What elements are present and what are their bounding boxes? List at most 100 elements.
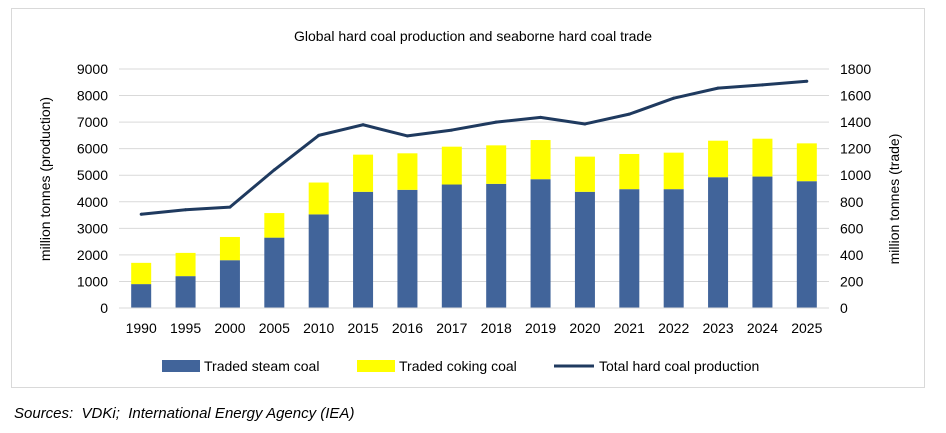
x-tick-label: 2018 xyxy=(481,320,512,336)
bar-coking-coal xyxy=(219,236,240,261)
bar-coking-coal xyxy=(441,146,462,185)
bar-steam-coal xyxy=(219,260,240,308)
line-point xyxy=(805,79,809,83)
legend-swatch-steam xyxy=(162,360,200,372)
chart-frame: Global hard coal production and seaborne… xyxy=(11,8,925,388)
source-note: Sources: VDKi; International Energy Agen… xyxy=(14,405,355,422)
legend-swatch-coking xyxy=(357,360,395,372)
bar-steam-coal xyxy=(619,189,640,308)
x-tick-label: 2015 xyxy=(347,320,378,336)
production-line xyxy=(139,79,809,216)
bar-steam-coal xyxy=(441,184,462,308)
line-point xyxy=(184,208,188,212)
line-point xyxy=(450,128,454,132)
line-point xyxy=(583,122,587,126)
chart-title: Global hard coal production and seaborne… xyxy=(294,28,652,44)
bar-steam-coal xyxy=(131,284,152,308)
line-point xyxy=(716,86,720,90)
bar-coking-coal xyxy=(574,156,595,192)
x-tick-label: 2025 xyxy=(791,320,822,336)
line-point xyxy=(139,212,143,216)
line-point xyxy=(405,134,409,138)
y-axis-label-right: million tonnes (trade) xyxy=(886,134,902,265)
bar-steam-coal xyxy=(708,177,729,308)
bar-steam-coal xyxy=(175,276,196,308)
y-tick-label-right: 1200 xyxy=(840,141,871,157)
x-tick-label: 2019 xyxy=(525,320,556,336)
bar-coking-coal xyxy=(752,138,773,177)
bar-coking-coal xyxy=(796,143,817,182)
x-tick-label: 2020 xyxy=(569,320,600,336)
line-point xyxy=(627,112,631,116)
bar-coking-coal xyxy=(308,182,329,215)
bar-coking-coal xyxy=(619,153,640,190)
x-tick-label: 2010 xyxy=(303,320,334,336)
x-tick-label: 2005 xyxy=(259,320,290,336)
y-tick-label-right: 0 xyxy=(840,300,848,316)
line-point xyxy=(539,115,543,119)
bar-coking-coal xyxy=(131,262,152,285)
x-tick-label: 2000 xyxy=(214,320,245,336)
bar-coking-coal xyxy=(486,145,507,184)
line-point xyxy=(361,123,365,127)
y-tick-label-left: 2000 xyxy=(77,247,108,263)
x-tick-label: 1995 xyxy=(170,320,201,336)
y-tick-label-right: 800 xyxy=(840,194,864,210)
line-point xyxy=(672,96,676,100)
axes: 0 1000 2000 3000 4000 5000 6000 7000 8000 9000 0 20… xyxy=(77,61,872,336)
x-tick-label: 2016 xyxy=(392,320,423,336)
y-tick-label-right: 1400 xyxy=(840,114,871,130)
x-tick-label: 2022 xyxy=(658,320,689,336)
bar-coking-coal xyxy=(353,154,374,192)
bar-steam-coal xyxy=(264,237,285,308)
x-tick-label: 2024 xyxy=(747,320,778,336)
bar-steam-coal xyxy=(663,189,684,308)
line-point xyxy=(494,120,498,124)
y-tick-label-right: 1000 xyxy=(840,167,871,183)
y-tick-label-left: 0 xyxy=(100,300,108,316)
bar-steam-coal xyxy=(796,181,817,308)
bar-coking-coal xyxy=(397,153,418,190)
y-tick-label-right: 400 xyxy=(840,247,864,263)
y-axis-label-left: million tonnes (production) xyxy=(37,97,53,261)
bar-coking-coal xyxy=(708,140,729,178)
y-tick-label-left: 4000 xyxy=(77,194,108,210)
line-point xyxy=(272,168,276,172)
bars xyxy=(131,138,817,308)
bar-steam-coal xyxy=(353,191,374,308)
y-tick-label-right: 600 xyxy=(840,220,864,236)
line-total-production xyxy=(141,79,807,216)
bar-coking-coal xyxy=(530,140,551,180)
bar-steam-coal xyxy=(752,176,773,308)
y-tick-label-right: 200 xyxy=(840,273,864,289)
y-tick-label-left: 1000 xyxy=(77,273,108,289)
bar-steam-coal xyxy=(308,214,329,308)
bar-steam-coal xyxy=(530,179,551,308)
chart: Global hard coal production and seaborne… xyxy=(37,28,902,374)
y-tick-label-left: 7000 xyxy=(77,114,108,130)
line-point xyxy=(317,133,321,137)
bar-steam-coal xyxy=(397,189,418,308)
y-tick-label-right: 1800 xyxy=(840,61,871,77)
x-tick-label: 2023 xyxy=(702,320,733,336)
y-tick-label-left: 6000 xyxy=(77,141,108,157)
bar-steam-coal xyxy=(574,191,595,308)
bar-steam-coal xyxy=(486,183,507,308)
y-tick-label-right: 1600 xyxy=(840,88,871,104)
line-point xyxy=(760,83,764,87)
bar-coking-coal xyxy=(175,252,196,277)
x-tick-label: 2017 xyxy=(436,320,467,336)
y-tick-label-left: 5000 xyxy=(77,167,108,183)
x-tick-label: 2021 xyxy=(614,320,645,336)
bar-coking-coal xyxy=(663,152,684,190)
line-point xyxy=(228,205,232,209)
y-tick-label-left: 8000 xyxy=(77,88,108,104)
y-tick-label-left: 9000 xyxy=(77,61,108,77)
legend-label-coking: Traded coking coal xyxy=(399,358,517,374)
x-tick-label: 1990 xyxy=(126,320,157,336)
legend-label-steam: Traded steam coal xyxy=(204,358,319,374)
y-tick-label-left: 3000 xyxy=(77,220,108,236)
bar-coking-coal xyxy=(264,213,285,238)
legend-label-production: Total hard coal production xyxy=(599,358,759,374)
legend: Traded steam coal Traded coking coal Total… xyxy=(162,358,759,374)
